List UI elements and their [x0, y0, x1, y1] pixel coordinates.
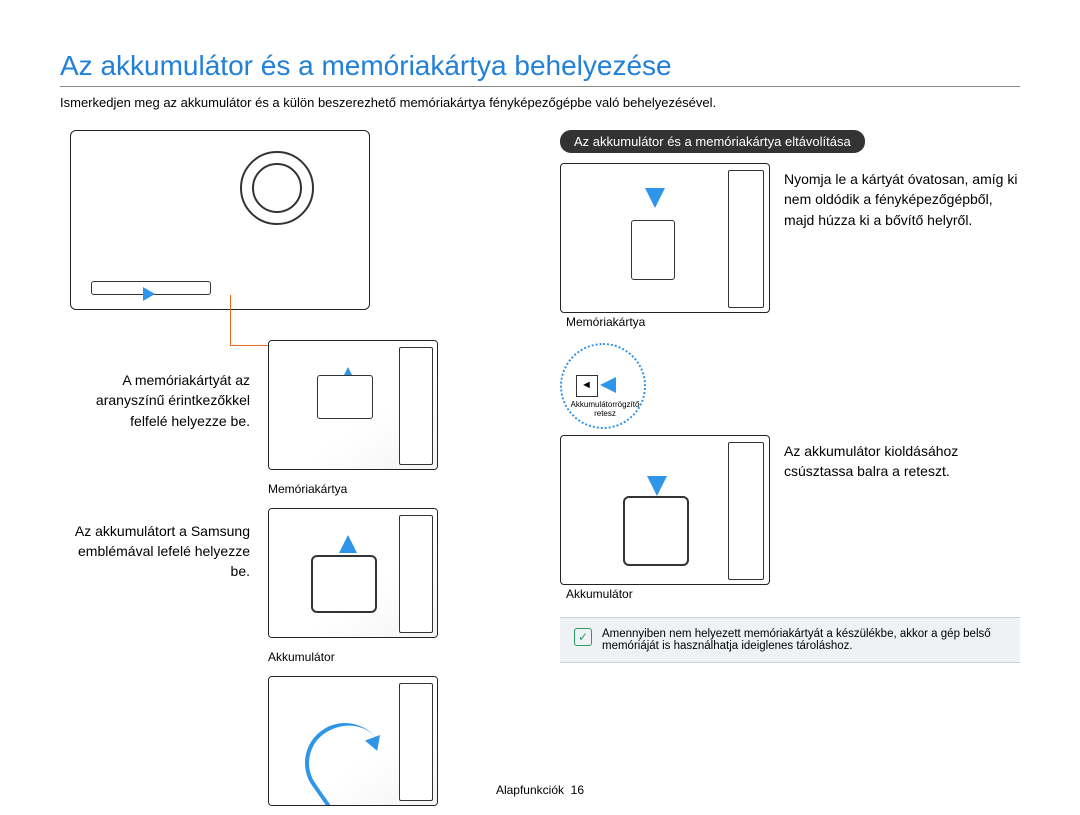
battery-remove-text: Az akkumulátor kioldásához csúsztassa ba…: [784, 435, 1020, 482]
insert-column: A memóriakártyát az aranyszínű érintkező…: [60, 130, 520, 806]
lock-button-icon: [576, 375, 598, 397]
footer-page: 16: [571, 783, 584, 797]
latch-arrow-icon: [143, 287, 155, 301]
lock-caption: Akkumulátorrögzítő retesz: [562, 401, 648, 419]
eject-arrow-icon: [647, 476, 667, 496]
battery-remove-caption: Akkumulátor: [566, 587, 770, 601]
memory-remove-caption: Memóriakártya: [566, 315, 770, 329]
camera-diagram: [70, 130, 370, 310]
note-text: Amennyiben nem helyezett memóriakártyát …: [602, 628, 1006, 652]
note-icon: ✓: [574, 628, 592, 646]
battery-remove-diagram: [560, 435, 770, 585]
pointer-line-icon: [230, 295, 231, 345]
battery-lock-detail: Akkumulátorrögzítő retesz: [560, 343, 646, 429]
memory-remove-text: Nyomja le a kártyát óvatosan, amíg ki ne…: [784, 163, 1020, 230]
page-title: Az akkumulátor és a memóriakártya behely…: [60, 50, 1020, 87]
remove-column: Az akkumulátor és a memóriakártya eltávo…: [560, 130, 1020, 806]
memory-caption: Memóriakártya: [268, 482, 448, 496]
footer-section: Alapfunkciók: [496, 783, 564, 797]
press-down-arrow-icon: [645, 188, 665, 208]
remove-section-title: Az akkumulátor és a memóriakártya eltávo…: [560, 130, 865, 153]
battery-caption: Akkumulátor: [268, 650, 448, 664]
memory-insert-diagram: [268, 340, 438, 470]
battery-insert-text: Az akkumulátort a Samsung emblémával lef…: [60, 521, 250, 582]
intro-text: Ismerkedjen meg az akkumulátor és a külö…: [60, 95, 1020, 110]
content-area: A memóriakártyát az aranyszínű érintkező…: [60, 130, 1020, 806]
insert-arrow-icon: [339, 535, 357, 553]
battery-insert-diagram: [268, 508, 438, 638]
memory-insert-text: A memóriakártyát az aranyszínű érintkező…: [60, 370, 250, 431]
memory-remove-diagram: [560, 163, 770, 313]
slide-left-arrow-icon: [600, 377, 616, 393]
note-box: ✓ Amennyiben nem helyezett memóriakártyá…: [560, 617, 1020, 663]
page-footer: Alapfunkciók 16: [0, 783, 1080, 797]
